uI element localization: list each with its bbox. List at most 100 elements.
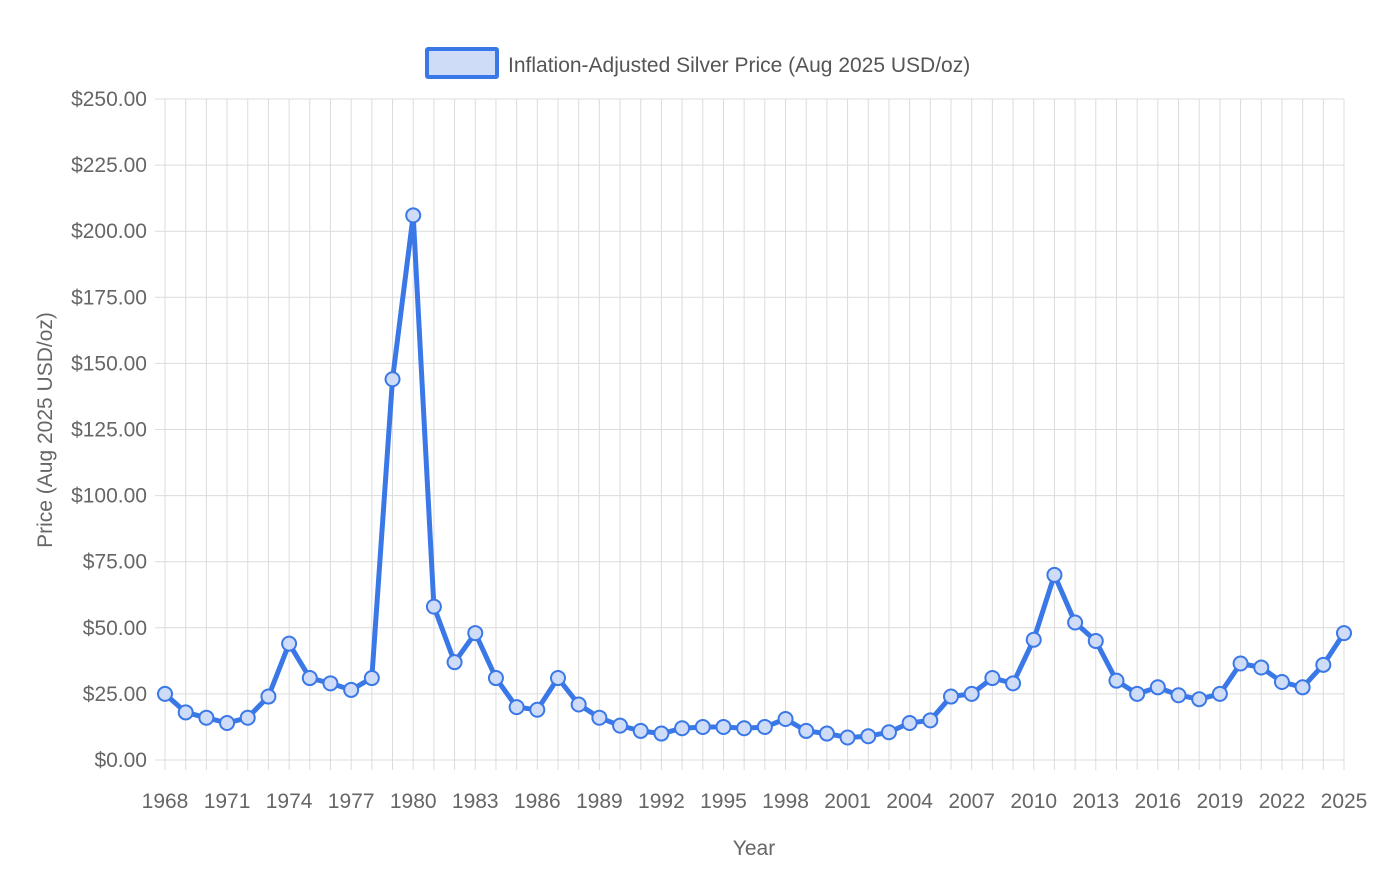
data-point[interactable] [1025, 631, 1042, 648]
x-tick-label: 2004 [886, 790, 933, 813]
data-point[interactable] [529, 701, 546, 718]
data-point[interactable] [1191, 691, 1208, 708]
data-point[interactable] [798, 722, 815, 739]
y-tick-label: $50.00 [83, 617, 147, 640]
data-point[interactable] [1087, 633, 1104, 650]
data-point[interactable] [1294, 679, 1311, 696]
y-tick-label: $100.00 [71, 485, 147, 508]
x-tick-label: 1980 [390, 790, 437, 813]
data-point[interactable] [756, 718, 773, 735]
data-point[interactable] [1170, 687, 1187, 704]
x-tick-label: 1968 [142, 790, 189, 813]
x-tick-label: 1983 [452, 790, 499, 813]
data-point[interactable] [1315, 656, 1332, 673]
data-point[interactable] [860, 728, 877, 745]
data-point[interactable] [632, 722, 649, 739]
data-point[interactable] [260, 688, 277, 705]
x-tick-label: 1986 [514, 790, 561, 813]
x-tick-label: 2001 [824, 790, 871, 813]
y-axis-title: Price (Aug 2025 USD/oz) [34, 312, 57, 548]
x-tick-label: 1977 [328, 790, 375, 813]
data-point[interactable] [1129, 685, 1146, 702]
y-tick-label: $25.00 [83, 683, 147, 706]
data-point[interactable] [343, 681, 360, 698]
data-point[interactable] [1149, 679, 1166, 696]
data-point[interactable] [839, 729, 856, 746]
data-point[interactable] [715, 718, 732, 735]
x-tick-label: 1992 [638, 790, 685, 813]
data-point[interactable] [1005, 675, 1022, 692]
legend[interactable]: Inflation-Adjusted Silver Price (Aug 202… [425, 47, 970, 79]
x-axis-ticks: 1968 1971 1974 1977 1980 1983 1986 1989 1992 1995… [142, 790, 1368, 813]
y-tick-label: $175.00 [71, 286, 147, 309]
grid [155, 98, 1345, 770]
data-point[interactable] [943, 688, 959, 705]
data-point[interactable] [818, 725, 835, 742]
data-point[interactable] [1253, 659, 1270, 676]
data-point[interactable] [1273, 674, 1290, 691]
x-tick-label: 2022 [1259, 790, 1306, 813]
data-point[interactable] [508, 699, 525, 716]
data-point[interactable] [653, 725, 670, 742]
data-point[interactable] [591, 709, 608, 726]
y-tick-label: $250.00 [71, 88, 147, 111]
data-point[interactable] [301, 670, 318, 687]
y-tick-label: $150.00 [71, 352, 147, 375]
data-point[interactable] [363, 670, 380, 687]
x-tick-label: 1998 [762, 790, 809, 813]
data-point[interactable] [922, 712, 939, 729]
y-tick-label: $225.00 [71, 154, 147, 177]
data-point[interactable] [446, 654, 463, 671]
x-axis-title: Year [733, 837, 775, 860]
x-tick-label: 2007 [948, 790, 995, 813]
data-point[interactable] [425, 598, 442, 615]
x-tick-label: 2010 [1010, 790, 1057, 813]
y-tick-label: $125.00 [71, 419, 147, 442]
y-tick-label: $200.00 [71, 220, 147, 243]
x-tick-label: 1974 [266, 790, 313, 813]
data-point[interactable] [239, 709, 256, 726]
x-tick-label: 2025 [1321, 790, 1368, 813]
data-point[interactable] [487, 670, 504, 687]
y-tick-label: $75.00 [83, 551, 147, 574]
data-point[interactable] [1336, 625, 1352, 642]
x-tick-label: 1971 [204, 790, 251, 813]
data-point[interactable] [570, 696, 587, 713]
y-tick-label: $0.00 [94, 749, 147, 772]
data-point[interactable] [1211, 685, 1228, 702]
data-point[interactable] [198, 709, 215, 726]
data-point[interactable] [777, 711, 794, 728]
series-line [162, 212, 1347, 740]
data-point[interactable] [467, 625, 484, 642]
x-tick-label: 1989 [576, 790, 623, 813]
data-point[interactable] [901, 714, 918, 731]
data-point[interactable] [1046, 566, 1063, 583]
data-point[interactable] [281, 635, 298, 652]
data-point[interactable] [612, 717, 629, 734]
data-point[interactable] [880, 724, 897, 741]
x-tick-label: 2019 [1197, 790, 1244, 813]
data-point[interactable] [984, 670, 1001, 687]
data-point[interactable] [405, 207, 422, 224]
y-axis-ticks: $0.00 $25.00 $50.00 $75.00 $100.00 $125.00 $15… [71, 88, 147, 772]
data-point[interactable] [736, 720, 753, 737]
data-point[interactable] [1067, 614, 1084, 631]
data-point[interactable] [219, 714, 236, 731]
data-point[interactable] [1108, 672, 1125, 689]
data-point[interactable] [157, 685, 173, 702]
x-tick-label: 1995 [700, 790, 747, 813]
data-point[interactable] [1232, 655, 1249, 672]
x-tick-label: 2013 [1072, 790, 1119, 813]
data-point[interactable] [322, 675, 339, 692]
data-point[interactable] [177, 704, 194, 721]
data-point[interactable] [963, 685, 980, 702]
data-point[interactable] [674, 720, 691, 737]
data-point[interactable] [694, 718, 711, 735]
legend-label[interactable]: Inflation-Adjusted Silver Price (Aug 202… [508, 54, 970, 77]
legend-swatch[interactable] [425, 47, 499, 79]
data-point[interactable] [550, 670, 566, 687]
data-point[interactable] [384, 371, 401, 388]
series [157, 207, 1352, 746]
